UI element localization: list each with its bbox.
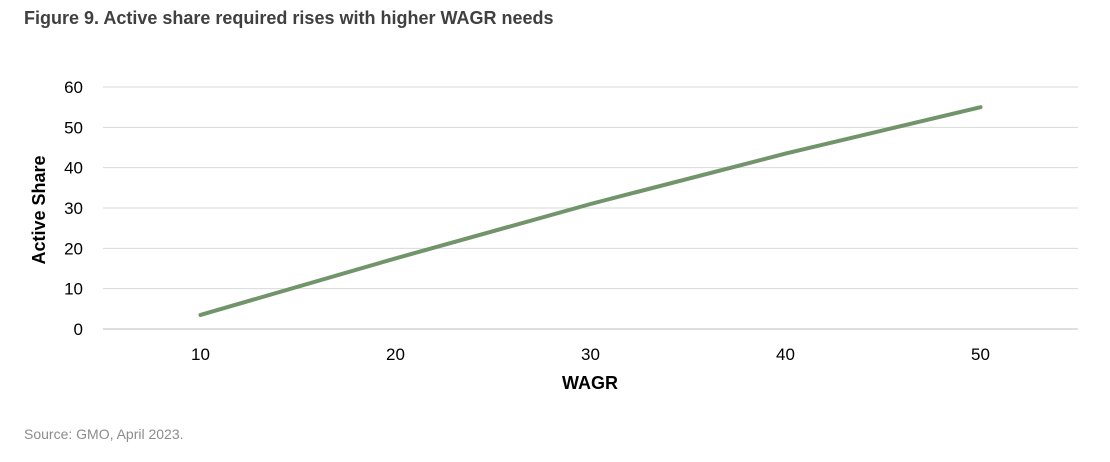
y-axis-ticks: 0 10 20 30 40 50 60: [64, 78, 83, 339]
y-tick-label: 40: [64, 159, 83, 178]
y-tick-label: 20: [64, 239, 83, 258]
x-tick-label: 30: [581, 345, 600, 364]
series-layer: [198, 105, 983, 317]
x-tick-label: 20: [386, 345, 405, 364]
gridlines: [103, 86, 1078, 330]
y-tick-label: 60: [64, 78, 83, 97]
x-tick-label: 10: [191, 345, 210, 364]
y-tick-label: 0: [74, 320, 83, 339]
x-tick-label: 50: [971, 345, 990, 364]
line-chart: 0 10 20 30 40 50 60 10 20 30 40 50 WAGR Active Sha…: [29, 78, 1078, 393]
y-tick-label: 30: [64, 199, 83, 218]
figure-title: Figure 9. Active share required rises wi…: [24, 8, 554, 28]
y-tick-label: 10: [64, 280, 83, 299]
x-axis-title: WAGR: [562, 373, 618, 393]
x-tick-label: 40: [776, 345, 795, 364]
y-axis-title: Active Share: [29, 155, 49, 264]
y-tick-label: 50: [64, 118, 83, 137]
x-axis-ticks: 10 20 30 40 50: [191, 345, 990, 364]
source-note: Source: GMO, April 2023.: [24, 426, 184, 442]
series-line: [198, 105, 983, 317]
